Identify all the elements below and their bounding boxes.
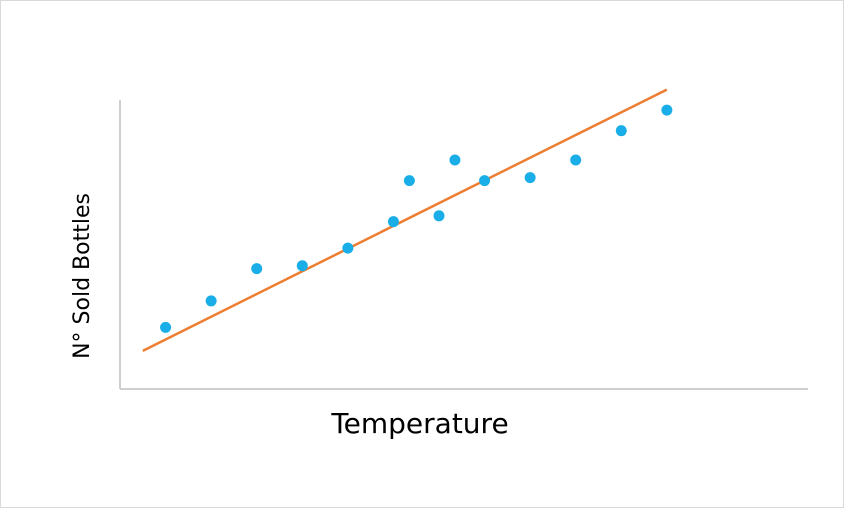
data-point	[387, 216, 399, 228]
data-point	[342, 242, 354, 254]
data-points	[160, 104, 673, 333]
data-point	[570, 154, 582, 166]
data-point	[433, 210, 445, 222]
data-point	[251, 263, 263, 275]
axes	[119, 100, 808, 390]
data-point	[524, 172, 536, 184]
data-point	[661, 104, 673, 116]
data-point	[449, 154, 461, 166]
data-point	[403, 175, 415, 187]
data-point	[296, 260, 308, 272]
trendline	[142, 88, 668, 352]
x-axis-label: Temperature	[330, 407, 508, 440]
data-point	[205, 295, 217, 307]
data-point	[479, 175, 491, 187]
data-point	[615, 125, 627, 137]
data-point	[160, 321, 172, 333]
y-axis-label: N° Sold Bottles	[70, 193, 95, 359]
